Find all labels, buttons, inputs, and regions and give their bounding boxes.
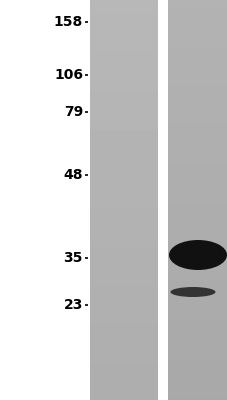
Text: 79: 79 [64, 105, 83, 119]
Text: 158: 158 [54, 15, 83, 29]
Text: 35: 35 [63, 251, 83, 265]
Bar [157, 0, 167, 400]
Text: 23: 23 [63, 298, 83, 312]
Ellipse shape [168, 240, 226, 270]
Ellipse shape [170, 287, 215, 297]
Text: 48: 48 [63, 168, 83, 182]
Text: 106: 106 [54, 68, 83, 82]
